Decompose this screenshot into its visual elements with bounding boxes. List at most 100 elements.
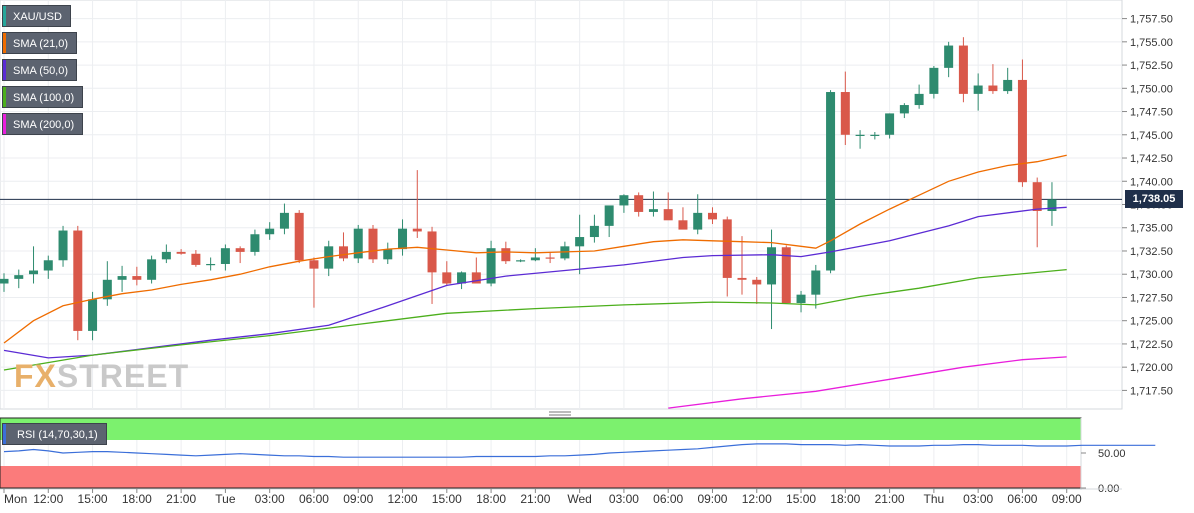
x-tick-label: 18:00 xyxy=(830,492,860,506)
x-tick-label: 21:00 xyxy=(875,492,905,506)
candle-body xyxy=(589,225,599,238)
candle-body xyxy=(191,253,201,265)
candle-body xyxy=(279,212,289,229)
rsi-line xyxy=(3,443,1156,458)
x-tick-label: 06:00 xyxy=(299,492,329,506)
candle-body xyxy=(781,247,791,304)
candle-body xyxy=(309,260,319,269)
candle-body xyxy=(147,259,157,280)
sma-line xyxy=(3,206,1067,359)
candle-body xyxy=(220,248,230,264)
candle-body xyxy=(457,272,467,284)
y-tick-label: 1,717.50 xyxy=(1130,385,1173,397)
rsi-oversold-zone xyxy=(0,466,1081,488)
candle-body xyxy=(427,231,437,273)
x-tick-label: 21:00 xyxy=(166,492,196,506)
candle-body xyxy=(265,228,275,235)
candle-body xyxy=(973,85,983,94)
y-tick-label: 1,750.00 xyxy=(1130,83,1173,95)
candle-body xyxy=(885,113,895,135)
instrument-legend[interactable]: XAU/USD xyxy=(2,5,71,27)
candle-body xyxy=(102,279,112,300)
candle-body xyxy=(707,212,717,220)
candle-body xyxy=(840,92,850,135)
candle-body xyxy=(826,92,836,271)
candle-body xyxy=(353,228,363,259)
instrument-swatch xyxy=(3,6,6,26)
candle-body xyxy=(944,45,954,68)
legend-sma-50-label: SMA (50,0) xyxy=(13,65,69,77)
legend-sma-100[interactable]: SMA (100,0) xyxy=(2,86,84,108)
rsi-swatch xyxy=(3,424,6,444)
candle-body xyxy=(29,270,39,275)
y-tick-label: 1,732.50 xyxy=(1130,246,1173,258)
candle-body xyxy=(988,85,998,92)
candle-body xyxy=(383,249,393,260)
candle-body xyxy=(811,270,821,295)
x-tick-label: 12:00 xyxy=(33,492,63,506)
y-tick-label: 1,730.00 xyxy=(1130,269,1173,281)
legend-sma-21[interactable]: SMA (21,0) xyxy=(2,32,78,54)
sma-200-swatch xyxy=(3,114,6,134)
y-tick-label: 1,747.50 xyxy=(1130,107,1173,119)
sma-line xyxy=(3,268,1067,371)
x-tick-label: 09:00 xyxy=(343,492,373,506)
x-tick-label: 21:00 xyxy=(520,492,550,506)
candle-body xyxy=(958,45,968,94)
candle-body xyxy=(501,248,511,262)
candle-body xyxy=(43,260,53,271)
y-tick-label: 1,742.50 xyxy=(1130,153,1173,165)
watermark-suffix: STREET xyxy=(56,358,190,394)
candle-body xyxy=(663,209,673,221)
candle-body xyxy=(855,134,865,136)
candle-body xyxy=(1032,182,1042,212)
sma-line xyxy=(3,154,1067,344)
legend-sma-21-label: SMA (21,0) xyxy=(13,38,69,50)
candle-body xyxy=(338,246,348,259)
rsi-label: RSI (14,70,30,1) xyxy=(17,429,98,441)
watermark-prefix: FX xyxy=(14,358,57,394)
y-tick-label: 1,720.00 xyxy=(1130,362,1173,374)
candle-body xyxy=(634,195,644,212)
x-tick-label: Thu xyxy=(924,492,945,506)
candle-body xyxy=(678,220,688,230)
x-tick-label: 06:00 xyxy=(1007,492,1037,506)
current-price-tag: 1,738.05 xyxy=(1125,190,1183,208)
rsi-overbought-zone xyxy=(0,418,1081,440)
y-tick-label: 1,752.50 xyxy=(1130,60,1173,72)
x-tick-label: 12:00 xyxy=(388,492,418,506)
candle-body xyxy=(368,228,378,260)
legend-sma-50[interactable]: SMA (50,0) xyxy=(2,59,78,81)
candle-body xyxy=(412,228,422,232)
x-tick-label: 03:00 xyxy=(609,492,639,506)
legend-sma-200-label: SMA (200,0) xyxy=(13,119,75,131)
candle-body xyxy=(88,299,98,331)
x-tick-label: Mon xyxy=(4,492,27,506)
candle-body xyxy=(471,272,481,284)
y-tick-label: 1,727.50 xyxy=(1130,292,1173,304)
candle-body xyxy=(722,219,732,278)
x-tick-label: 18:00 xyxy=(122,492,152,506)
candle-body xyxy=(250,234,260,252)
legend-sma-200[interactable]: SMA (200,0) xyxy=(2,113,84,135)
rsi-legend[interactable]: RSI (14,70,30,1) xyxy=(2,423,107,445)
candle-body xyxy=(1017,79,1027,183)
x-tick-label: Wed xyxy=(567,492,591,506)
x-tick-label: 03:00 xyxy=(963,492,993,506)
candle-body xyxy=(73,230,83,331)
x-tick-label: 15:00 xyxy=(786,492,816,506)
y-tick-label: 1,740.00 xyxy=(1130,176,1173,188)
x-tick-label: 03:00 xyxy=(255,492,285,506)
candle-body xyxy=(619,195,629,206)
candle-body xyxy=(648,209,658,212)
candle-body xyxy=(161,251,171,260)
y-tick-label: 1,725.00 xyxy=(1130,316,1173,328)
candle-body xyxy=(545,257,555,259)
x-tick-label: 15:00 xyxy=(78,492,108,506)
x-tick-label: Tue xyxy=(215,492,236,506)
candle-body xyxy=(294,212,304,261)
candle-body xyxy=(752,279,762,285)
candle-body xyxy=(693,212,703,230)
y-tick-label: 1,745.00 xyxy=(1130,130,1173,142)
